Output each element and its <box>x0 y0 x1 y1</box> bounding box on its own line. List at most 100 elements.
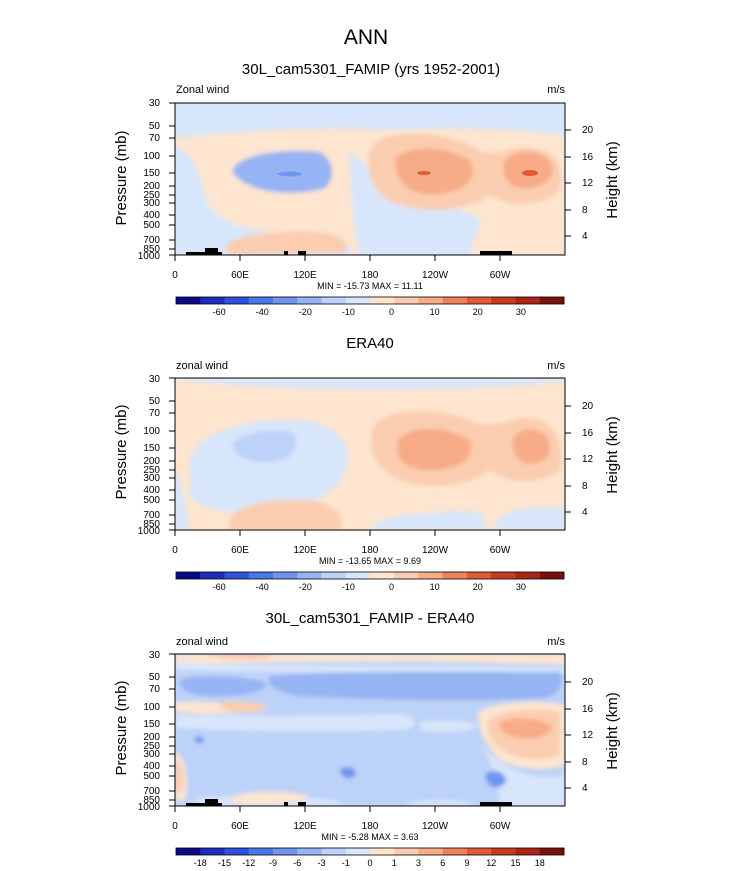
y-axis-label: Pressure (mb) <box>113 404 130 499</box>
tick-label: 200 <box>143 732 160 743</box>
colorbar-frame <box>175 296 565 305</box>
tick-label: 250 <box>143 465 160 476</box>
tick-label: 700 <box>143 235 160 246</box>
contour-field <box>175 378 565 530</box>
colorbar-label: -10 <box>342 582 355 592</box>
colorbar-swatch <box>418 848 444 855</box>
tick-label: 500 <box>143 495 160 506</box>
tick-label: 20 <box>582 125 594 136</box>
y-axis-label: Pressure (mb) <box>113 130 130 225</box>
colorbar-label: -1 <box>342 858 350 868</box>
tick-label: 12 <box>582 730 594 741</box>
tick-label: 200 <box>143 456 160 467</box>
left-axis: 30 50 70 100 150 200 250 300 400 500 700… <box>138 374 175 537</box>
colorbar-label: -18 <box>194 858 207 868</box>
tick-label: 400 <box>143 761 160 772</box>
tick-label: 150 <box>143 443 160 454</box>
units-label: m/s <box>547 636 565 648</box>
colorbar-label: -6 <box>293 858 301 868</box>
colorbar-swatch <box>394 297 419 304</box>
right-axis: 20 16 12 8 4 <box>565 677 594 794</box>
colorbar-label: 0 <box>389 307 394 317</box>
colorbar-swatch <box>176 572 201 579</box>
panel-2: ERA40 zonal wind m/s 30 50 70 <box>113 335 621 592</box>
units-label: m/s <box>547 84 565 96</box>
tick-label: 180 <box>362 821 379 832</box>
tick-label: 150 <box>143 719 160 730</box>
colorbar-swatch <box>176 848 201 855</box>
tick-label: 60W <box>490 270 511 281</box>
tick-label: 120E <box>293 821 317 832</box>
tick-label: 500 <box>143 771 160 782</box>
figure-title: ANN <box>344 26 388 49</box>
colorbar-label: 1 <box>392 858 397 868</box>
colorbar-label: 0 <box>389 582 394 592</box>
units-label: m/s <box>547 360 565 372</box>
colorbar-swatch <box>515 848 541 855</box>
colorbar-swatch <box>467 297 492 304</box>
colorbar-swatch <box>442 848 468 855</box>
tick-label: 50 <box>149 672 161 683</box>
colorbar-label: 18 <box>535 858 545 868</box>
variable-label: Zonal wind <box>176 84 229 96</box>
right-axis: 20 16 12 8 4 <box>565 401 594 518</box>
colorbar-swatch <box>345 297 371 304</box>
tick-label: 8 <box>582 757 588 768</box>
stats-label: MIN = -13.65 MAX = 9.69 <box>319 556 421 566</box>
colorbar-swatch <box>442 572 468 579</box>
colorbar-swatch <box>467 848 492 855</box>
colorbar: -60 -40 -20 -10 0 10 20 30 <box>175 296 565 317</box>
colorbar-swatch <box>321 848 347 855</box>
colorbar-label: -20 <box>299 307 312 317</box>
colorbar-label: 30 <box>516 582 526 592</box>
tick-label: 0 <box>172 821 178 832</box>
colorbar: -18 -15 -12 -9 -6 -3 -1 0 1 3 6 9 12 15 18 <box>175 847 565 868</box>
tick-label: 400 <box>143 210 160 221</box>
colorbar-label: -10 <box>342 307 355 317</box>
tick-label: 70 <box>149 684 161 695</box>
topography <box>186 799 512 806</box>
contour-field <box>175 103 565 255</box>
colorbar-label: 12 <box>486 858 496 868</box>
colorbar-label: -15 <box>218 858 231 868</box>
colorbar-label: 9 <box>464 858 469 868</box>
right-axis: 20 16 12 8 4 <box>565 125 594 242</box>
tick-label: 150 <box>143 168 160 179</box>
colorbar-label: 15 <box>510 858 520 868</box>
tick-label: 250 <box>143 190 160 201</box>
tick-label: 70 <box>149 133 161 144</box>
colorbar-swatch <box>491 848 516 855</box>
colorbar-swatch <box>515 572 541 579</box>
colorbar-frame <box>175 847 565 856</box>
tick-label: 180 <box>362 270 379 281</box>
tick-label: 700 <box>143 786 160 797</box>
tick-label: 120W <box>422 270 449 281</box>
variable-label: zonal wind <box>176 360 228 372</box>
tick-label: 180 <box>362 545 379 556</box>
tick-label: 300 <box>143 749 160 760</box>
tick-label: 20 <box>582 401 594 412</box>
colorbar-swatch <box>345 572 371 579</box>
tick-label: 16 <box>582 428 594 439</box>
colorbar-label: 20 <box>473 582 483 592</box>
topography <box>186 248 512 255</box>
colorbar-swatch <box>224 848 250 855</box>
colorbar-label: -60 <box>213 582 226 592</box>
tick-label: 700 <box>143 510 160 521</box>
tick-label: 16 <box>582 704 594 715</box>
colorbar-swatch <box>224 572 250 579</box>
colorbar-label: 30 <box>516 307 526 317</box>
colorbar-label: 20 <box>473 307 483 317</box>
tick-label: 0 <box>172 545 178 556</box>
colorbar-swatch <box>370 572 395 579</box>
colorbar-swatch <box>370 848 395 855</box>
tick-label: 12 <box>582 454 594 465</box>
tick-label: 60E <box>231 821 249 832</box>
tick-label: 120E <box>293 270 317 281</box>
colorbar-swatch <box>297 848 322 855</box>
left-axis: 30 50 70 100 150 200 250 300 400 500 700… <box>138 98 175 262</box>
tick-label: 4 <box>582 783 588 794</box>
tick-label: 50 <box>149 121 161 132</box>
tick-label: 120E <box>293 545 317 556</box>
